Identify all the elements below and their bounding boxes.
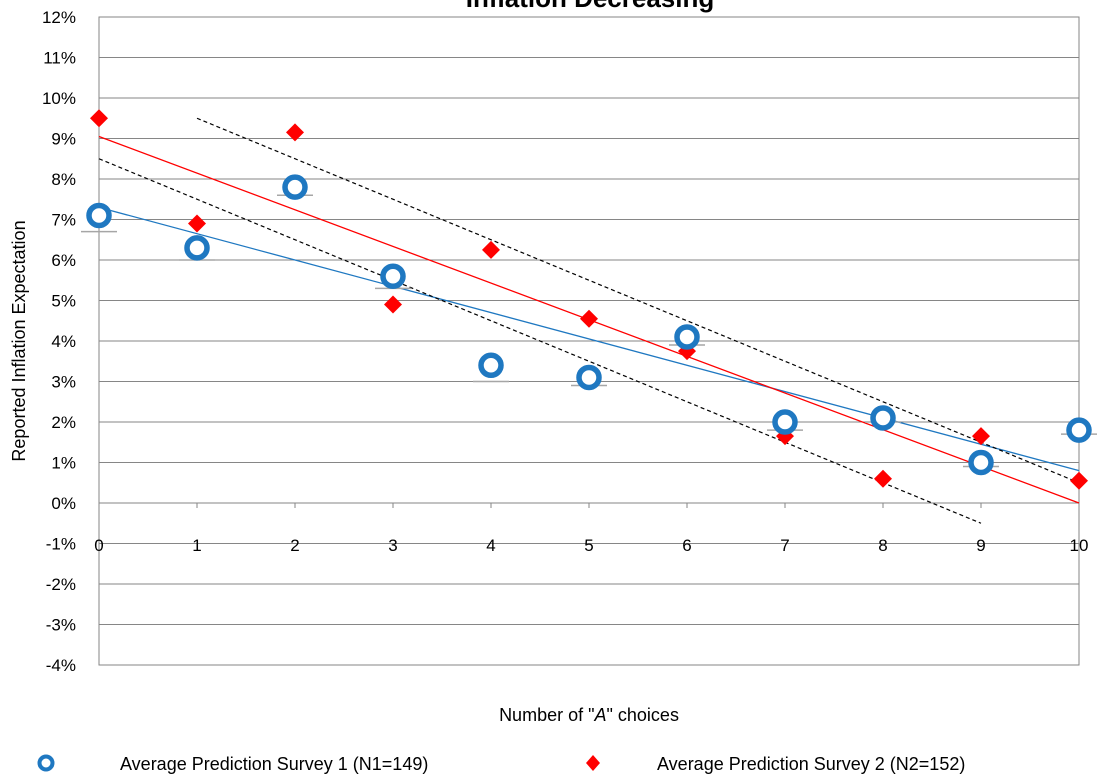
x-tick-label: 0	[94, 536, 103, 555]
legend-marker-survey-2	[586, 755, 600, 771]
y-tick-label: 6%	[51, 251, 76, 270]
x-tick-label: 9	[976, 536, 985, 555]
x-tick-label: 10	[1070, 536, 1089, 555]
point-survey-2	[384, 295, 402, 314]
point-survey-2	[580, 309, 598, 328]
point-survey-1	[772, 409, 798, 435]
point-survey-2	[972, 427, 990, 446]
y-tick-label: 12%	[42, 8, 76, 27]
y-axis-label: Reported Inflation Expectation	[9, 220, 29, 461]
point-survey-2	[90, 109, 108, 128]
x-tick-label: 3	[388, 536, 397, 555]
y-tick-label: 2%	[51, 413, 76, 432]
y-tick-label: 4%	[51, 332, 76, 351]
y-tick-label: 11%	[43, 49, 76, 68]
x-axis-ticks: 0 1 2 3 4 5 6 7 8 9 10	[94, 536, 1088, 555]
point-survey-1	[86, 202, 112, 229]
chart-title: Inflation Decreasing	[466, 0, 715, 13]
trend-line	[98, 206, 1080, 472]
dashed-band-line	[196, 117, 1080, 484]
y-tick-label: 9%	[51, 130, 76, 149]
data-points	[86, 109, 1092, 490]
point-survey-1	[576, 364, 602, 391]
point-survey-1	[282, 174, 308, 200]
dashed-band-line	[98, 158, 982, 524]
y-tick-label: 1%	[51, 454, 76, 473]
x-tick-label: 2	[290, 536, 299, 555]
y-tick-label: 3%	[51, 373, 76, 392]
x-tick-label: 7	[780, 536, 789, 555]
legend-label-survey-2: Average Prediction Survey 2 (N2=152)	[657, 754, 965, 774]
y-tick-label: -2%	[46, 575, 76, 594]
point-survey-1	[870, 405, 896, 431]
point-survey-2	[1070, 471, 1088, 490]
point-survey-1	[184, 235, 210, 261]
point-survey-1	[968, 449, 994, 476]
legend-marker-survey-1	[37, 754, 55, 772]
legend: Average Prediction Survey 1 (N1=149) Ave…	[37, 754, 965, 774]
x-tick-label: 1	[192, 536, 201, 555]
y-tick-label: -4%	[46, 656, 76, 675]
y-tick-label: 10%	[42, 89, 76, 108]
point-survey-2	[286, 123, 304, 142]
point-survey-2	[188, 214, 206, 233]
point-survey-1	[674, 324, 700, 350]
x-tick-label: 4	[486, 536, 495, 555]
y-tick-label: 7%	[51, 211, 76, 230]
y-tick-label: 5%	[51, 292, 76, 311]
x-tick-label: 5	[584, 536, 593, 555]
point-survey-2	[482, 240, 500, 259]
point-survey-2	[874, 469, 892, 488]
y-tick-label: 8%	[51, 170, 76, 189]
y-tick-label: 0%	[51, 494, 76, 513]
y-tick-label: -1%	[46, 535, 76, 554]
x-tick-label: 6	[682, 536, 691, 555]
legend-label-survey-1: Average Prediction Survey 1 (N1=149)	[120, 754, 428, 774]
gridlines	[98, 57, 1080, 625]
x-tick-label: 8	[878, 536, 887, 555]
y-tick-label: -3%	[46, 616, 76, 635]
point-survey-1	[1066, 417, 1092, 443]
x-axis-label: Number of "A" choices	[499, 705, 679, 725]
point-survey-1	[380, 263, 406, 289]
point-survey-1	[478, 352, 504, 379]
y-axis-ticks: -4% -3% -2% -1% 0% 1% 2% 3% 4% 5% 6% 7% 8% 9% 10% 11% 12…	[42, 8, 76, 675]
